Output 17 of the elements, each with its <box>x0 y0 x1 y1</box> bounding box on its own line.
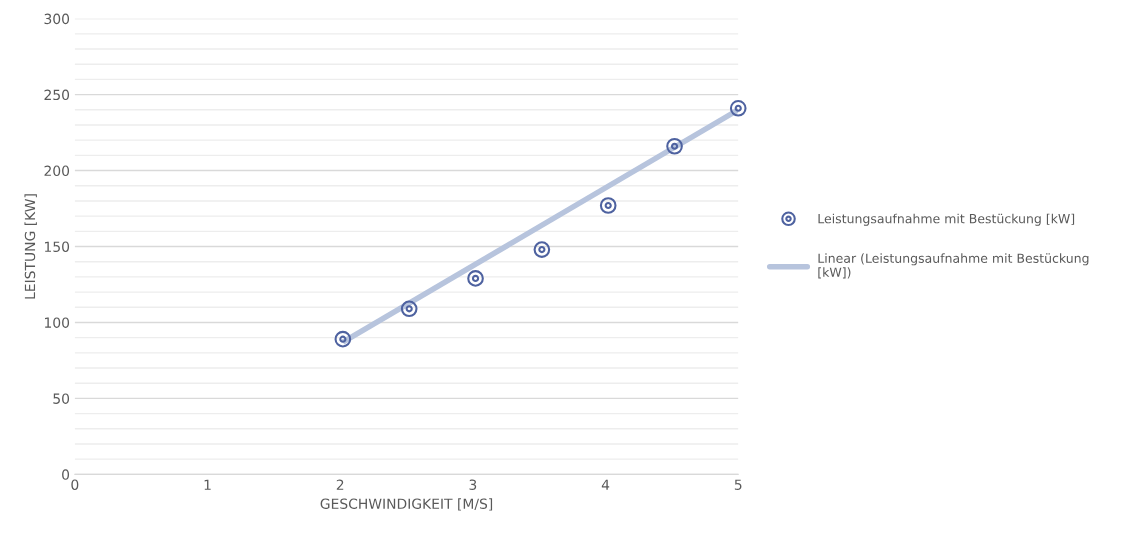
x-tick-label: 4 <box>601 479 610 490</box>
y-tick-label: 0 <box>62 469 70 480</box>
x-tick-label: 0 <box>71 479 79 490</box>
x-axis-title: GESCHWINDIGKEIT [M/S] <box>320 498 493 511</box>
y-tick-label: 50 <box>53 393 70 404</box>
y-tick-label: 150 <box>45 241 70 252</box>
y-tick-label: 250 <box>44 89 70 101</box>
y-tick-label: 100 <box>45 317 70 328</box>
x-tick-label: 1 <box>204 479 211 490</box>
y-tick-label: 200 <box>44 165 70 177</box>
x-tick-label: 2 <box>336 479 344 490</box>
x-tick-label: 3 <box>469 479 477 490</box>
x-tick-label: 5 <box>734 479 742 490</box>
y-axis-title: LEISTUNG [KW] <box>24 194 37 299</box>
legend-label: Leistungsaufnahme mit Bestückung [kW] <box>818 213 1075 226</box>
legend-label: Linear (Leistungsaufnahme mit Bestückung [kW]) <box>818 253 1089 279</box>
y-tick-label: 300 <box>44 13 70 25</box>
